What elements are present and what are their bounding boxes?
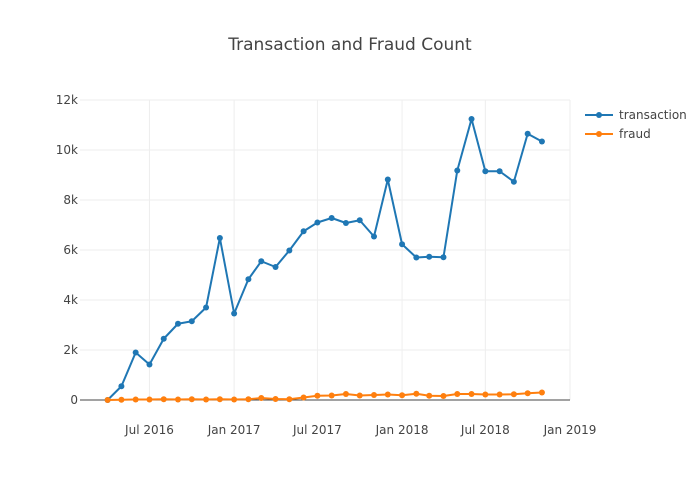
data-point-fraud[interactable] (118, 396, 125, 403)
data-point-transaction[interactable] (371, 233, 377, 240)
data-point-transaction[interactable] (524, 130, 531, 137)
data-point-transaction[interactable] (245, 276, 252, 283)
y-tick-label: 8k (63, 193, 78, 207)
data-point-fraud[interactable] (231, 396, 238, 403)
legend-item-transaction[interactable]: transaction (585, 108, 687, 122)
data-point-fraud[interactable] (440, 393, 447, 399)
y-tick-label: 4k (63, 293, 78, 307)
x-tick-label: Jan 2018 (375, 423, 429, 437)
data-point-transaction[interactable] (118, 383, 125, 390)
data-point-fraud[interactable] (160, 396, 167, 403)
data-point-transaction[interactable] (272, 264, 279, 270)
y-tick-label: 6k (63, 243, 78, 257)
y-tick-label: 12k (56, 93, 78, 107)
data-point-fraud[interactable] (454, 391, 461, 397)
data-point-fraud[interactable] (384, 391, 391, 398)
data-point-fraud[interactable] (188, 396, 195, 403)
data-point-fraud[interactable] (482, 391, 489, 398)
data-point-fraud[interactable] (314, 392, 321, 399)
legend-label: transaction (619, 108, 687, 122)
data-point-transaction[interactable] (440, 254, 447, 261)
series-transaction (104, 116, 545, 403)
plot-area (104, 116, 545, 403)
data-point-fraud[interactable] (272, 396, 279, 402)
legend-label: fraud (619, 127, 651, 141)
series-line-transaction (106, 118, 543, 401)
data-point-fraud[interactable] (203, 396, 210, 403)
series-fraud (104, 389, 545, 403)
legend-item-fraud[interactable]: fraud (585, 127, 651, 141)
data-point-transaction[interactable] (175, 320, 181, 327)
data-point-transaction[interactable] (482, 168, 489, 175)
data-point-transaction[interactable] (342, 220, 349, 226)
gridlines (80, 99, 571, 401)
legend-swatch-marker (596, 131, 602, 137)
data-point-transaction[interactable] (399, 241, 406, 248)
data-point-fraud[interactable] (328, 392, 335, 399)
data-point-transaction[interactable] (328, 215, 335, 221)
data-point-fraud[interactable] (399, 392, 406, 399)
data-point-fraud[interactable] (258, 395, 265, 401)
x-tick-label: Jan 2017 (207, 423, 261, 437)
data-point-transaction[interactable] (426, 253, 433, 260)
data-point-transaction[interactable] (356, 217, 363, 224)
data-point-transaction[interactable] (384, 176, 391, 183)
data-point-fraud[interactable] (510, 391, 517, 398)
data-point-transaction[interactable] (188, 318, 195, 325)
data-point-fraud[interactable] (426, 392, 433, 399)
data-point-transaction[interactable] (203, 304, 210, 311)
data-point-fraud[interactable] (146, 396, 153, 403)
data-point-transaction[interactable] (510, 178, 517, 185)
data-point-fraud[interactable] (286, 396, 293, 403)
data-point-fraud[interactable] (300, 394, 307, 401)
data-point-transaction[interactable] (468, 116, 475, 122)
x-tick-label: Jul 2018 (460, 423, 510, 437)
series-line-fraud (107, 391, 542, 401)
data-point-transaction[interactable] (538, 138, 545, 145)
data-point-transaction[interactable] (300, 228, 307, 235)
data-point-transaction[interactable] (216, 235, 223, 241)
data-point-transaction[interactable] (413, 254, 420, 261)
data-point-transaction[interactable] (160, 335, 167, 342)
data-point-transaction[interactable] (314, 219, 321, 226)
data-point-transaction[interactable] (132, 349, 139, 356)
data-point-transaction[interactable] (454, 167, 461, 174)
data-point-fraud[interactable] (175, 396, 181, 403)
x-tick-label: Jan 2019 (543, 423, 597, 437)
legend[interactable]: transaction fraud (585, 108, 687, 141)
data-point-transaction[interactable] (496, 168, 503, 175)
data-point-fraud[interactable] (104, 397, 111, 403)
data-point-fraud[interactable] (342, 391, 349, 397)
axes: Jul 2016 Jan 2017 Jul 2017 Jan 2018 Jul 2018… (56, 93, 597, 437)
x-tick-label: Jul 2017 (292, 423, 342, 437)
y-tick-label: 2k (63, 343, 78, 357)
data-point-fraud[interactable] (356, 392, 363, 399)
data-point-fraud[interactable] (371, 392, 377, 398)
legend-swatch-marker (596, 112, 602, 118)
data-point-fraud[interactable] (496, 391, 503, 398)
y-tick-label: 0 (70, 393, 78, 407)
y-tick-label: 10k (56, 143, 78, 157)
data-point-transaction[interactable] (231, 310, 238, 317)
data-point-fraud[interactable] (216, 396, 223, 403)
x-tick-label: Jul 2016 (124, 423, 174, 437)
data-point-transaction[interactable] (258, 258, 265, 265)
data-point-fraud[interactable] (538, 389, 545, 396)
chart-title: Transaction and Fraud Count (227, 35, 472, 55)
data-point-fraud[interactable] (524, 390, 531, 397)
data-point-fraud[interactable] (468, 391, 475, 397)
data-point-fraud[interactable] (413, 390, 420, 397)
data-point-transaction[interactable] (286, 247, 293, 254)
data-point-fraud[interactable] (132, 396, 139, 403)
data-point-fraud[interactable] (245, 396, 252, 403)
data-point-transaction[interactable] (146, 361, 153, 368)
